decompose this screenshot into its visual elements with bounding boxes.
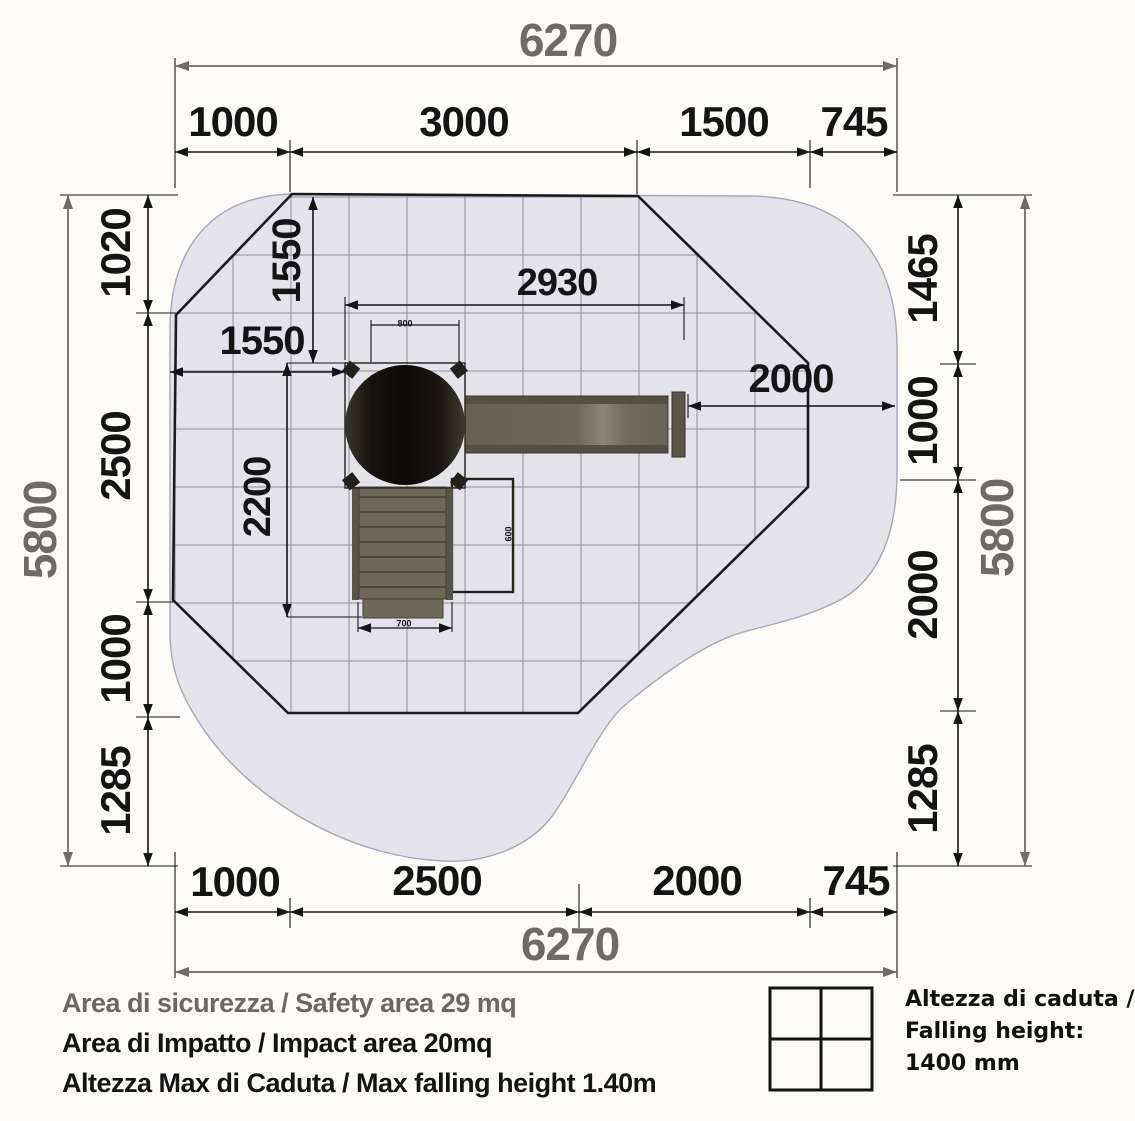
- note-impact-area: Area di Impatto / Impact area 20mq: [62, 1028, 493, 1058]
- dim-bottom-overall: 6270: [520, 918, 620, 970]
- dim-platform-span: 2930: [516, 262, 599, 304]
- dim-offset-left: 1550: [219, 319, 306, 363]
- falling-height-legend: Altezza di caduta / Falling height: 1400…: [905, 984, 1134, 1080]
- impact-area: [171, 192, 810, 715]
- dim-left-seg-1: 2500: [92, 411, 139, 501]
- dim-left-seg-2: 1000: [92, 614, 139, 704]
- slide: [464, 391, 686, 458]
- dim-offset-top: 1550: [265, 218, 309, 304]
- legend-line-3: 1400 mm: [905, 1050, 1020, 1076]
- dim-bottom-seg-3: 745: [822, 857, 890, 904]
- dim-right-seg-3: 1285: [899, 744, 946, 834]
- play-structure: [341, 360, 686, 619]
- dim-slide-to-edge: 2000: [748, 357, 835, 401]
- dim-left-seg-0: 1020: [92, 208, 139, 298]
- dim-top-seg-3: 745: [820, 98, 888, 145]
- dim-left-overall: 5800: [14, 480, 66, 580]
- dim-left-seg-3: 1285: [92, 746, 139, 836]
- dim-bottom-seg-2: 2000: [652, 857, 742, 904]
- overall-dimension-lines: [63, 61, 1030, 977]
- dimension-lines: [143, 147, 963, 917]
- legend-line-1: Altezza di caduta /: [905, 987, 1135, 1012]
- dim-right-overall: 5800: [971, 478, 1023, 578]
- dim-top-seg-0: 1000: [188, 98, 278, 145]
- extension-lines: [60, 58, 1032, 978]
- dim-rail-depth: 600: [503, 526, 514, 542]
- dim-stairs-width: 700: [396, 618, 412, 629]
- dim-right-seg-2: 2000: [899, 550, 946, 640]
- dim-right-seg-1: 1000: [899, 376, 946, 466]
- dim-bottom-seg-0: 1000: [190, 858, 280, 905]
- note-max-fall: Altezza Max di Caduta / Max falling heig…: [62, 1068, 657, 1098]
- safety-area: [169, 193, 898, 862]
- stairs: [352, 486, 453, 619]
- dim-tower-width: 800: [397, 318, 413, 329]
- note-safety-area: Area di sicurezza / Safety area 29 mq: [62, 988, 517, 1018]
- tower: [341, 360, 469, 491]
- dim-tower-stairs-depth: 2200: [237, 456, 279, 538]
- legend-line-2: Falling height:: [905, 1018, 1085, 1044]
- dim-top-seg-2: 1500: [679, 98, 769, 145]
- dim-right-seg-0: 1465: [899, 234, 946, 324]
- dim-top-seg-1: 3000: [419, 98, 509, 145]
- dim-top-overall: 6270: [518, 14, 618, 66]
- dim-bottom-seg-1: 2500: [392, 857, 482, 904]
- grid-icon: [768, 986, 874, 1092]
